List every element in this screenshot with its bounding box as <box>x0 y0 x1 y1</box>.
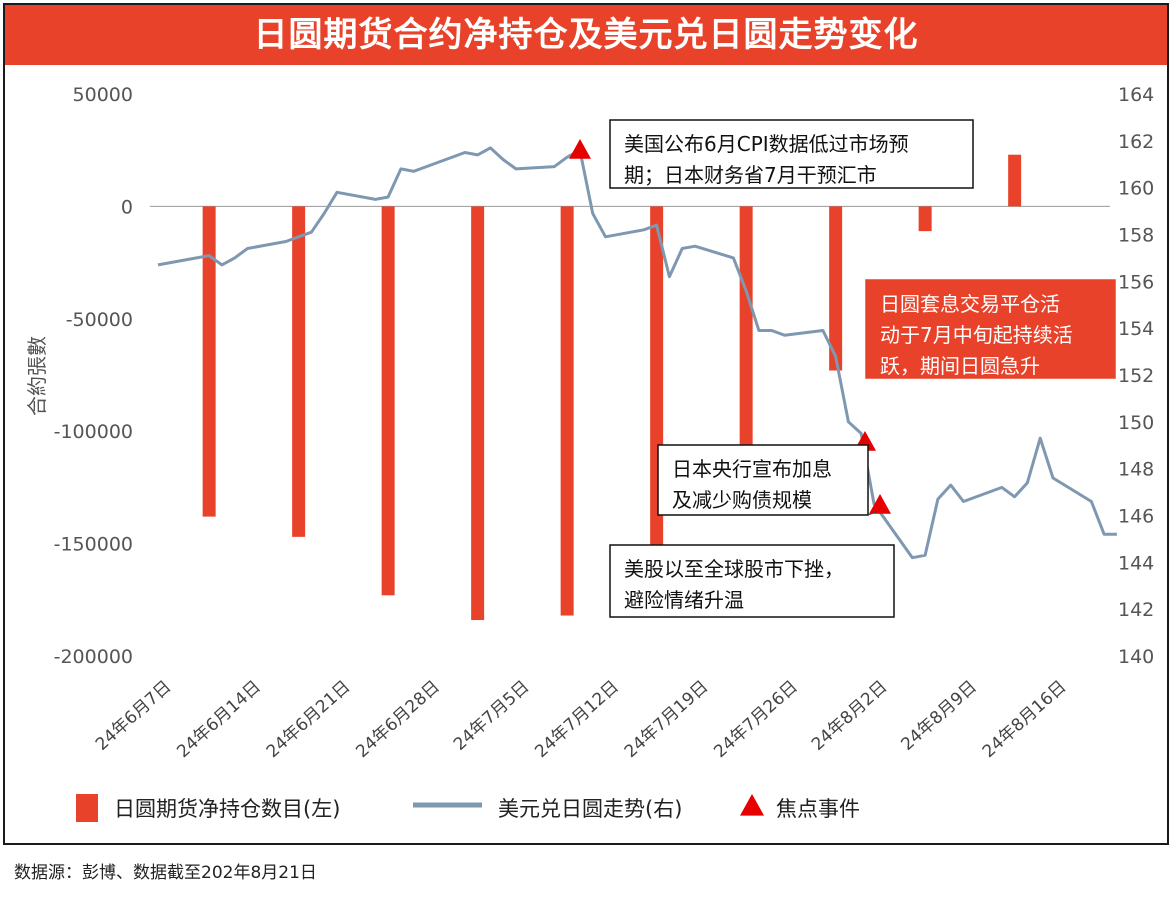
bar <box>560 206 574 616</box>
event-cpi-box <box>609 119 974 189</box>
event-boj-text: 日本央行宣布加息 <box>672 457 832 481</box>
event-cpi-text: 美国公布6月CPI数据低过市场预 <box>624 132 909 156</box>
right-tick-label: 142 <box>1118 599 1154 621</box>
carry-trade-note-text: 动于7月中旬起持续活 <box>880 323 1073 347</box>
bar <box>918 206 932 232</box>
x-tick-label: 24年6月21日 <box>263 677 354 762</box>
x-tick-label: 24年7月26日 <box>710 677 801 762</box>
right-tick-label: 164 <box>1118 84 1154 106</box>
chart-title: 日圆期货合约净持仓及美元兑日圆走势变化 <box>5 5 1167 65</box>
legend-marker-label: 焦点事件 <box>776 797 860 821</box>
event-marker <box>869 494 891 514</box>
event-leader <box>867 511 877 516</box>
carry-trade-note-box <box>865 279 1116 379</box>
left-tick-label: -150000 <box>54 534 133 556</box>
left-tick-label: -100000 <box>54 421 133 443</box>
legend-marker-swatch <box>740 794 764 816</box>
chart-frame: 日圆期货合约净持仓及美元兑日圆走势变化 <box>3 3 1169 845</box>
event-stocks-text: 美股以至全球股市下挫， <box>624 557 844 581</box>
bar <box>471 206 485 621</box>
x-tick-label: 24年8月2日 <box>808 677 891 755</box>
carry-trade-note-text: 日圆套息交易平仓活 <box>880 292 1060 316</box>
x-tick-label: 24年7月12日 <box>531 677 622 762</box>
left-axis-label: 合約張數 <box>25 336 49 416</box>
carry-trade-note-text: 跃，期间日圆急升 <box>880 354 1040 378</box>
bar <box>829 206 843 371</box>
right-tick-label: 150 <box>1118 412 1154 434</box>
x-tick-label: 24年6月14日 <box>173 677 264 762</box>
bar <box>381 206 395 596</box>
event-marker <box>569 139 591 159</box>
right-tick-label: 162 <box>1118 131 1154 153</box>
left-tick-label: 50000 <box>73 84 133 106</box>
event-cpi-text: 期；日本财务省7月干预汇市 <box>624 163 877 187</box>
x-tick-label: 24年6月28日 <box>352 677 443 762</box>
right-tick-label: 152 <box>1118 365 1154 387</box>
right-tick-label: 140 <box>1118 646 1154 668</box>
usdjpy-line <box>157 146 1117 560</box>
right-tick-label: 148 <box>1118 459 1154 481</box>
x-tick-label: 24年8月16日 <box>979 677 1070 762</box>
right-tick-label: 154 <box>1118 318 1154 340</box>
x-tick-label: 24年7月19日 <box>621 677 712 762</box>
right-tick-label: 144 <box>1118 552 1154 574</box>
event-stocks-text: 避险情绪升温 <box>624 588 744 612</box>
x-tick-label: 24年6月7日 <box>92 677 175 755</box>
bar <box>292 206 306 537</box>
legend-bar-label: 日圆期货净持仓数目(左) <box>114 797 340 821</box>
right-tick-label: 146 <box>1118 506 1154 528</box>
bar <box>202 206 216 517</box>
event-boj-text: 及减少购债规模 <box>672 488 812 512</box>
legend-bar-swatch <box>76 794 98 822</box>
left-tick-label: -50000 <box>66 309 133 331</box>
event-stocks-box <box>609 544 895 618</box>
bar <box>1008 154 1022 207</box>
right-tick-label: 156 <box>1118 271 1154 293</box>
legend-line-label: 美元兑日圆走势(右) <box>498 797 682 821</box>
event-boj-box <box>657 444 869 516</box>
x-tick-label: 24年8月9日 <box>897 677 980 755</box>
right-tick-label: 158 <box>1118 225 1154 247</box>
source-note: 数据源：彭博、数据截至202年8月21日 <box>14 863 317 883</box>
left-tick-label: -200000 <box>54 646 133 668</box>
bar <box>739 206 753 447</box>
left-tick-label: 0 <box>121 196 133 218</box>
x-tick-label: 24年7月5日 <box>450 677 533 755</box>
right-tick-label: 160 <box>1118 178 1154 200</box>
